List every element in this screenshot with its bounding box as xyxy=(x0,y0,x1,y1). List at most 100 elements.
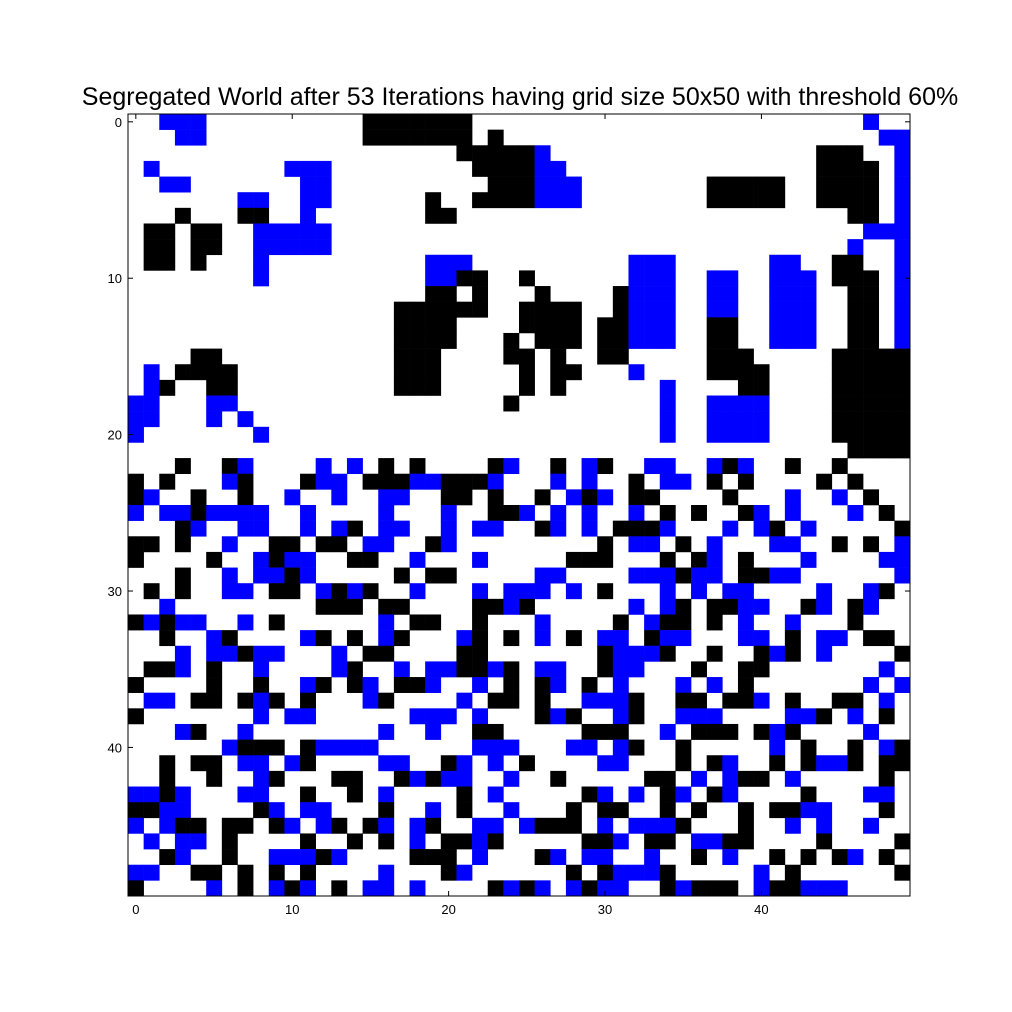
grid-cell xyxy=(128,505,144,521)
grid-cell xyxy=(659,614,676,631)
grid-cell xyxy=(253,567,270,584)
grid-cell xyxy=(393,567,410,584)
grid-cell xyxy=(847,192,864,209)
grid-cell xyxy=(425,802,442,819)
grid-cell xyxy=(800,317,817,334)
grid-cell xyxy=(425,677,442,693)
grid-cell xyxy=(831,379,848,396)
grid-cell xyxy=(722,301,739,318)
grid-cell xyxy=(847,364,864,381)
grid-cell xyxy=(894,520,911,537)
grid-cell xyxy=(440,520,457,537)
grid-cell xyxy=(565,739,582,756)
grid-cell xyxy=(597,723,614,740)
grid-cell xyxy=(472,583,489,600)
grid-cell xyxy=(894,739,911,756)
grid-cell xyxy=(284,849,301,866)
grid-cell xyxy=(565,317,582,334)
grid-cell xyxy=(706,473,723,490)
grid-cell xyxy=(425,332,442,349)
grid-cell xyxy=(253,661,270,678)
grid-cell xyxy=(143,489,160,506)
grid-cell xyxy=(816,817,833,834)
grid-cell xyxy=(894,317,911,334)
grid-cell xyxy=(691,802,707,819)
grid-cell xyxy=(331,473,348,490)
grid-cell xyxy=(831,880,848,897)
grid-cell xyxy=(159,114,176,130)
grid-cell xyxy=(550,505,567,521)
grid-cell xyxy=(409,379,426,396)
grid-cell xyxy=(831,395,848,412)
grid-cell xyxy=(425,114,442,130)
grid-cell xyxy=(268,770,285,787)
grid-cell xyxy=(315,536,332,553)
grid-cell xyxy=(534,614,551,631)
grid-cell xyxy=(706,364,723,381)
grid-cell xyxy=(784,254,801,271)
grid-cell xyxy=(253,223,270,240)
grid-cell xyxy=(503,880,520,897)
grid-cell xyxy=(831,849,848,866)
grid-cell xyxy=(487,723,504,740)
grid-cell xyxy=(612,645,629,662)
grid-cell xyxy=(237,520,254,537)
grid-cell xyxy=(393,379,410,396)
grid-cell xyxy=(878,551,895,568)
grid-cell xyxy=(863,442,880,459)
grid-cell xyxy=(440,708,457,725)
grid-cell xyxy=(706,286,723,302)
grid-cell xyxy=(769,723,786,740)
grid-cell xyxy=(894,426,911,443)
grid-cell xyxy=(722,176,739,193)
grid-cell xyxy=(691,692,707,709)
grid-cell xyxy=(612,348,629,365)
grid-cell xyxy=(863,677,880,693)
grid-cell xyxy=(878,379,895,396)
grid-cell xyxy=(644,630,661,647)
grid-cell xyxy=(659,411,676,428)
grid-cell xyxy=(159,692,176,709)
grid-cell xyxy=(565,864,582,881)
grid-cell xyxy=(300,677,316,693)
grid-cell xyxy=(128,786,144,803)
grid-cell xyxy=(737,411,754,428)
grid-cell xyxy=(534,286,551,302)
grid-cell xyxy=(737,614,754,631)
grid-cell xyxy=(253,770,270,787)
grid-cell xyxy=(769,880,786,897)
grid-cell xyxy=(581,880,598,897)
grid-cell xyxy=(784,630,801,647)
grid-cell xyxy=(440,286,457,302)
grid-cell xyxy=(456,833,473,850)
grid-cell xyxy=(519,817,535,834)
grid-cell xyxy=(706,317,723,334)
grid-cell xyxy=(268,739,285,756)
grid-cell xyxy=(253,755,270,772)
grid-cell xyxy=(706,677,723,693)
grid-cell xyxy=(315,192,332,209)
grid-cell xyxy=(612,692,629,709)
grid-cell xyxy=(878,708,895,725)
grid-cell xyxy=(784,802,801,819)
grid-cell xyxy=(425,708,442,725)
grid-cell xyxy=(706,348,723,365)
grid-cell xyxy=(863,426,880,443)
grid-cell xyxy=(863,332,880,349)
grid-cell xyxy=(456,489,473,506)
grid-cell xyxy=(206,630,223,647)
grid-cell xyxy=(706,833,723,850)
grid-cell xyxy=(362,692,379,709)
grid-cell xyxy=(174,833,191,850)
grid-cell xyxy=(675,708,692,725)
grid-cell xyxy=(565,364,582,381)
grid-cell xyxy=(534,520,551,537)
grid-cell xyxy=(737,583,754,600)
grid-cell xyxy=(315,176,332,193)
grid-cell xyxy=(722,692,739,709)
grid-cell xyxy=(737,692,754,709)
grid-cell xyxy=(659,817,676,834)
grid-cell xyxy=(487,160,504,177)
grid-cell xyxy=(534,145,551,162)
grid-cell xyxy=(159,505,176,521)
